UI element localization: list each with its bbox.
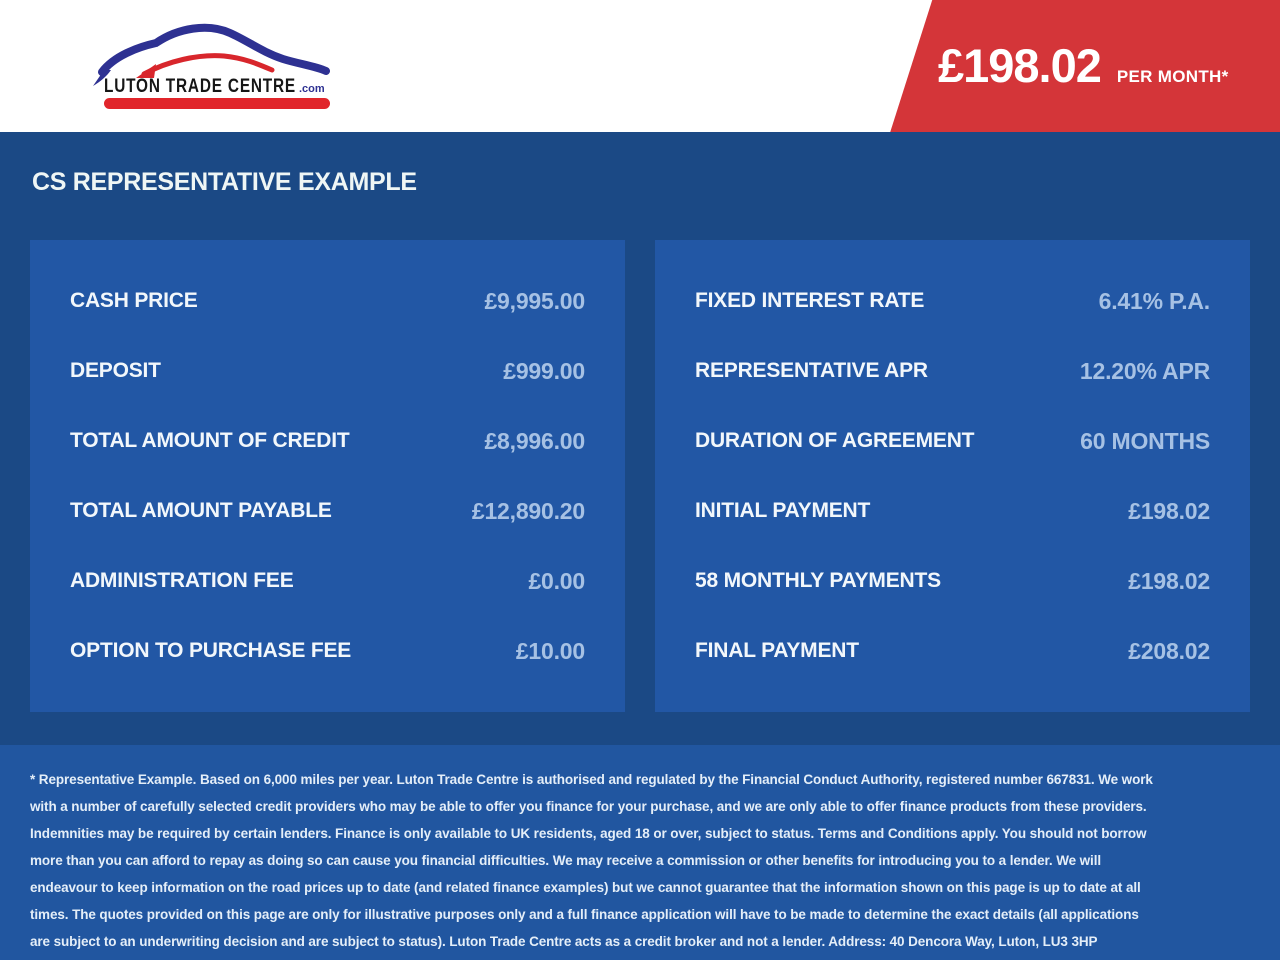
finance-value: £208.02 <box>1128 637 1210 664</box>
finance-value: 60 MONTHS <box>1080 427 1210 454</box>
finance-value: £0.00 <box>528 567 585 594</box>
price-banner: £198.02 PER MONTH* <box>890 0 1280 132</box>
finance-label: TOTAL AMOUNT OF CREDIT <box>70 429 350 452</box>
finance-label: DURATION OF AGREEMENT <box>695 429 975 452</box>
finance-panel-right: FIXED INTEREST RATE 6.41% P.A. REPRESENT… <box>655 240 1250 712</box>
table-row: DURATION OF AGREEMENT 60 MONTHS <box>695 406 1210 476</box>
table-row: FINAL PAYMENT £208.02 <box>695 616 1210 686</box>
finance-label: 58 MONTHLY PAYMENTS <box>695 569 941 592</box>
finance-label: TOTAL AMOUNT PAYABLE <box>70 499 332 522</box>
table-row: CASH PRICE £9,995.00 <box>70 266 585 336</box>
finance-label: DEPOSIT <box>70 359 161 382</box>
logo-brand-suffix: .com <box>299 83 325 95</box>
table-row: FIXED INTEREST RATE 6.41% P.A. <box>695 266 1210 336</box>
finance-value: £8,996.00 <box>484 427 585 454</box>
logo-underline <box>104 98 330 109</box>
finance-value: 6.41% P.A. <box>1098 287 1211 314</box>
monthly-price: £198.02 <box>938 39 1102 92</box>
finance-value: £9,995.00 <box>484 287 585 314</box>
finance-value: £12,890.20 <box>471 497 585 524</box>
finance-panel-left: CASH PRICE £9,995.00 DEPOSIT £999.00 TOT… <box>30 240 625 712</box>
finance-label: ADMINISTRATION FEE <box>70 569 294 592</box>
table-row: ADMINISTRATION FEE £0.00 <box>70 546 585 616</box>
table-row: 58 MONTHLY PAYMENTS £198.02 <box>695 546 1210 616</box>
table-row: DEPOSIT £999.00 <box>70 336 585 406</box>
table-row: OPTION TO PURCHASE FEE £10.00 <box>70 616 585 686</box>
table-row: TOTAL AMOUNT OF CREDIT £8,996.00 <box>70 406 585 476</box>
finance-value: £999.00 <box>503 357 585 384</box>
footer: * Representative Example. Based on 6,000… <box>0 745 1280 960</box>
finance-value: £198.02 <box>1128 567 1210 594</box>
finance-label: REPRESENTATIVE APR <box>695 359 928 382</box>
finance-label: FIXED INTEREST RATE <box>695 289 925 312</box>
finance-label: INITIAL PAYMENT <box>695 499 871 522</box>
car-logo-icon: LUTON TRADE CENTRE .com <box>93 23 330 109</box>
finance-value: £198.02 <box>1128 497 1210 524</box>
page-title: CS REPRESENTATIVE EXAMPLE <box>32 168 417 196</box>
finance-value: 12.20% APR <box>1079 357 1210 384</box>
dealer-logo[interactable]: LUTON TRADE CENTRE .com <box>92 12 342 119</box>
header: LUTON TRADE CENTRE .com £198.02 PER MONT… <box>0 0 1280 132</box>
finance-value: £10.00 <box>515 637 585 664</box>
disclaimer-text: * Representative Example. Based on 6,000… <box>30 772 1153 949</box>
table-row: TOTAL AMOUNT PAYABLE £12,890.20 <box>70 476 585 546</box>
table-row: REPRESENTATIVE APR 12.20% APR <box>695 336 1210 406</box>
finance-label: CASH PRICE <box>70 289 198 312</box>
finance-label: OPTION TO PURCHASE FEE <box>70 639 352 662</box>
finance-label: FINAL PAYMENT <box>695 639 859 662</box>
table-row: INITIAL PAYMENT £198.02 <box>695 476 1210 546</box>
monthly-price-period: PER MONTH* <box>1116 67 1229 86</box>
logo-brand-text: LUTON TRADE CENTRE <box>104 76 296 97</box>
